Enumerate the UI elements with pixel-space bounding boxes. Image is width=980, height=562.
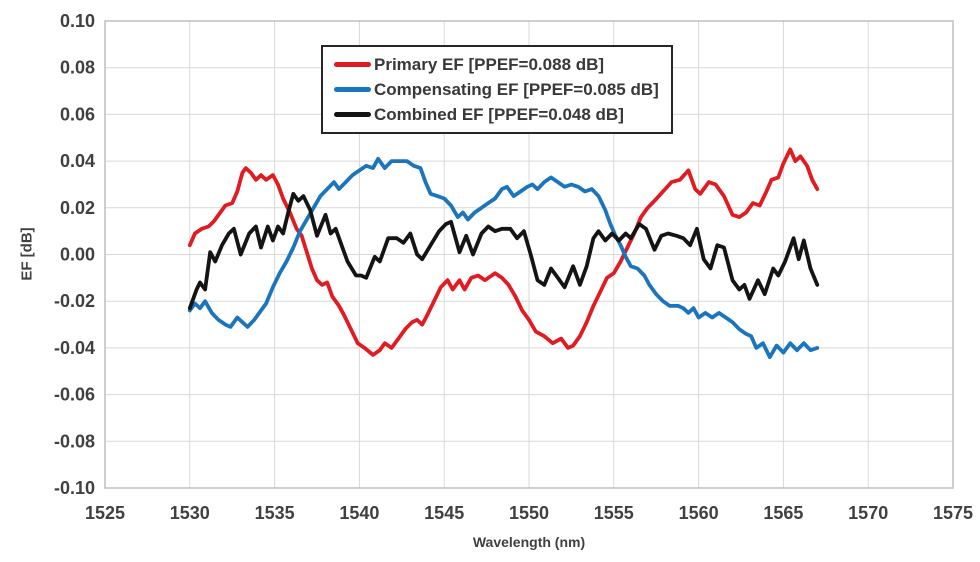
y-axis-title: EF [dB] (18, 227, 36, 281)
y-tick-label: -0.02 (54, 291, 95, 311)
legend-item-combined: Combined EF [PPEF=0.048 dB] (334, 102, 659, 127)
legend: Primary EF [PPEF=0.088 dB] Compensating … (321, 45, 673, 134)
series-line-compensating (187, 156, 820, 360)
legend-line-sample-primary (334, 62, 371, 67)
x-tick-label: 1525 (85, 503, 125, 523)
y-tick-label: 0.04 (60, 151, 95, 171)
legend-label-compensating: Compensating EF [PPEF=0.085 dB] (374, 79, 659, 99)
legend-line-sample-compensating (334, 87, 371, 92)
legend-item-primary: Primary EF [PPEF=0.088 dB] (334, 52, 659, 77)
y-tick-label: 0.08 (60, 58, 95, 78)
x-tick-label: 1535 (255, 503, 295, 523)
x-tick-label: 1575 (933, 503, 973, 523)
y-tick-label: -0.04 (54, 338, 95, 358)
legend-item-compensating: Compensating EF [PPEF=0.085 dB] (334, 77, 659, 102)
y-tick-label: 0.10 (60, 11, 95, 31)
x-tick-label: 1570 (848, 503, 888, 523)
y-tick-label: 0.00 (60, 245, 95, 265)
x-tick-label: 1555 (594, 503, 634, 523)
y-tick-label: 0.02 (60, 198, 95, 218)
legend-label-primary: Primary EF [PPEF=0.088 dB] (374, 54, 605, 74)
legend-line-sample-combined (334, 112, 371, 117)
x-tick-label: 1545 (424, 503, 464, 523)
y-tick-label: 0.06 (60, 104, 95, 124)
x-tick-label: 1540 (339, 503, 379, 523)
y-tick-label: -0.06 (54, 385, 95, 405)
x-tick-label: 1550 (509, 503, 549, 523)
y-tick-label: -0.10 (54, 478, 95, 498)
x-tick-label: 1560 (679, 503, 719, 523)
series-line-primary (187, 147, 820, 357)
series-line-combined (187, 191, 820, 311)
y-tick-label: -0.08 (54, 431, 95, 451)
x-tick-label: 1565 (763, 503, 803, 523)
x-axis-title: Wavelength (nm) (472, 534, 586, 550)
plot-border (104, 20, 954, 489)
x-tick-label: 1530 (170, 503, 210, 523)
legend-label-combined: Combined EF [PPEF=0.048 dB] (374, 104, 624, 124)
